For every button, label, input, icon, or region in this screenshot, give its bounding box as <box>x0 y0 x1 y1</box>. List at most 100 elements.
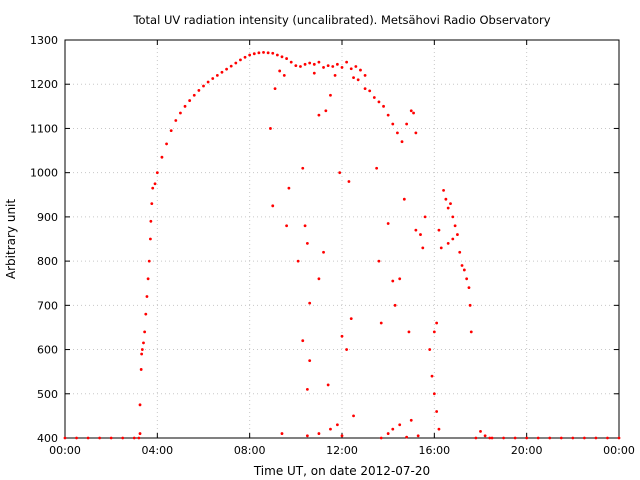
x-tick-label: 00:00 <box>603 444 635 457</box>
axis-ticks: 00:00 04:00 08:00 12:00 16:00 20:00 00:0040050… <box>30 34 635 457</box>
data-point <box>446 206 450 210</box>
data-point <box>140 352 144 356</box>
data-point <box>340 66 344 69</box>
data-point <box>449 202 452 206</box>
data-point <box>398 423 402 427</box>
data-point <box>356 78 360 82</box>
data-point <box>402 197 406 201</box>
data-point <box>98 436 102 440</box>
data-point <box>479 429 482 433</box>
data-point <box>280 432 284 435</box>
data-point <box>347 180 351 183</box>
data-point <box>301 339 305 343</box>
data-point <box>451 215 455 219</box>
data-point <box>308 301 312 305</box>
data-point <box>354 65 358 68</box>
data-point <box>215 73 219 77</box>
data-point <box>271 204 275 208</box>
x-tick-label: 08:00 <box>234 444 266 457</box>
data-point <box>151 186 155 190</box>
data-point <box>333 73 337 77</box>
data-point <box>432 392 436 396</box>
data-point <box>536 436 540 440</box>
x-axis-title: Time UT, on date 2012-07-20 <box>253 464 430 478</box>
data-point <box>153 182 157 186</box>
data-point <box>169 129 173 133</box>
data-point <box>474 436 478 440</box>
data-point <box>428 348 432 351</box>
data-point <box>488 436 492 440</box>
data-point <box>149 237 152 241</box>
data-point <box>409 418 413 422</box>
data-point <box>398 277 402 281</box>
data-point <box>460 264 464 267</box>
data-point <box>414 228 418 232</box>
data-point <box>513 436 517 440</box>
data-point <box>301 166 305 170</box>
data-point <box>559 436 563 440</box>
data-point <box>317 60 321 64</box>
data-point <box>458 250 462 254</box>
data-point <box>412 111 415 115</box>
data-point <box>266 51 270 55</box>
data-point <box>372 96 376 99</box>
data-point <box>257 51 261 55</box>
data-point <box>419 233 422 236</box>
data-point <box>234 61 238 65</box>
data-point <box>444 197 448 201</box>
data-point <box>317 432 321 435</box>
data-point <box>502 436 505 440</box>
data-point <box>446 242 450 245</box>
data-point <box>137 436 141 440</box>
data-point <box>248 53 252 57</box>
data-point <box>287 186 291 190</box>
data-point <box>375 166 379 170</box>
y-tick-label: 1300 <box>30 34 58 47</box>
data-point <box>386 113 390 117</box>
data-point <box>340 334 344 338</box>
data-point <box>299 65 302 68</box>
data-point <box>305 387 309 391</box>
data-point <box>379 436 383 440</box>
data-point <box>359 68 362 72</box>
data-point <box>305 434 309 438</box>
data-point <box>285 224 288 228</box>
data-point <box>407 330 411 334</box>
data-point <box>405 122 409 126</box>
y-axis-title: Arbitrary unit <box>4 199 18 279</box>
y-tick-label: 400 <box>37 432 58 445</box>
data-point <box>132 436 136 440</box>
x-tick-label: 20:00 <box>511 444 543 457</box>
data-point <box>239 58 242 62</box>
data-point <box>308 359 312 363</box>
data-point <box>409 109 413 113</box>
data-point <box>252 52 256 56</box>
data-point <box>340 434 344 438</box>
data-point <box>75 436 78 440</box>
data-point <box>335 62 339 66</box>
data-point <box>396 131 399 135</box>
data-point <box>269 127 272 130</box>
data-point <box>326 64 330 68</box>
data-point <box>483 434 487 438</box>
data-point <box>456 233 459 236</box>
data-point <box>437 427 441 431</box>
data-point <box>324 109 328 113</box>
data-point <box>289 60 293 64</box>
data-point <box>442 188 445 192</box>
data-point <box>469 330 473 334</box>
data-point <box>262 50 265 54</box>
data-point <box>490 436 494 440</box>
data-point <box>391 279 395 283</box>
data-point <box>86 436 90 440</box>
data-point <box>416 434 420 438</box>
data-point <box>451 237 455 241</box>
data-point <box>305 242 309 245</box>
plot-frame <box>64 39 620 439</box>
data-point <box>225 67 228 71</box>
data-point <box>138 432 142 435</box>
data-point <box>349 317 353 320</box>
y-tick-label: 500 <box>37 388 58 401</box>
y-tick-label: 600 <box>37 344 58 357</box>
data-point <box>467 286 471 290</box>
